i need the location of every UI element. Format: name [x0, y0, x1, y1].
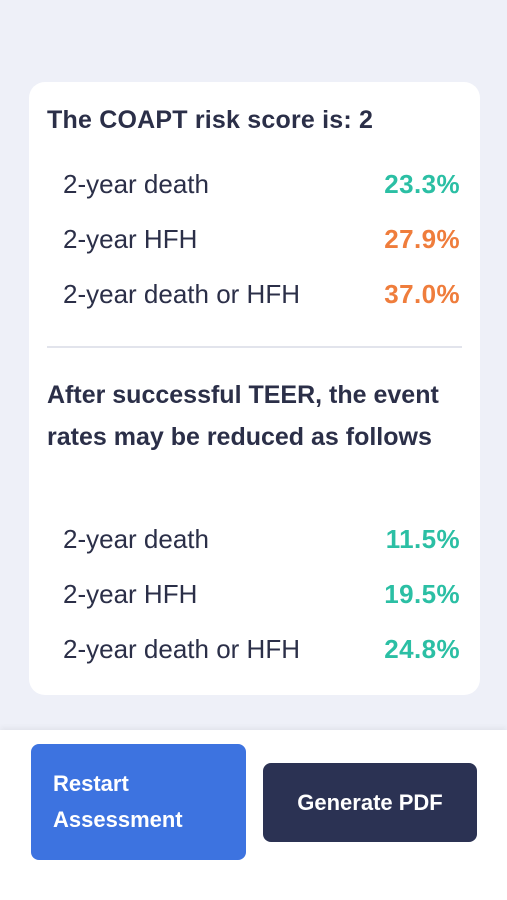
teer-row-death: 2-year death 11.5%: [63, 519, 460, 559]
result-label: 2-year death or HFH: [63, 633, 300, 664]
result-row-death-or-hfh: 2-year death or HFH 37.0%: [63, 274, 460, 314]
restart-label-line1: Restart: [53, 771, 129, 796]
result-value: 23.3%: [384, 168, 460, 199]
teer-note: After successful TEER, the event rates m…: [47, 381, 439, 451]
result-label: 2-year HFH: [63, 223, 198, 254]
result-label: 2-year death: [63, 168, 209, 199]
restart-assessment-button[interactable]: Restart Assessment: [31, 744, 246, 860]
generate-pdf-button[interactable]: Generate PDF: [263, 763, 477, 842]
teer-row-death-or-hfh: 2-year death or HFH 24.8%: [63, 629, 460, 669]
bottom-action-bar: Restart Assessment Generate PDF: [0, 730, 507, 900]
restart-label-line2: Assessment: [53, 807, 183, 832]
teer-row-hfh: 2-year HFH 19.5%: [63, 574, 460, 614]
result-value: 27.9%: [384, 223, 460, 254]
result-value: 19.5%: [384, 578, 460, 609]
result-label: 2-year death: [63, 523, 209, 554]
result-row-death: 2-year death 23.3%: [63, 164, 460, 204]
result-label: 2-year HFH: [63, 578, 198, 609]
result-value: 24.8%: [384, 633, 460, 664]
result-value: 37.0%: [384, 278, 460, 309]
result-row-hfh: 2-year HFH 27.9%: [63, 219, 460, 259]
section-divider: [47, 346, 462, 348]
results-card: The COAPT risk score is: 2 2-year death …: [29, 82, 480, 695]
risk-score-title: The COAPT risk score is: 2: [47, 106, 374, 134]
result-value: 11.5%: [385, 523, 460, 554]
result-label: 2-year death or HFH: [63, 278, 300, 309]
